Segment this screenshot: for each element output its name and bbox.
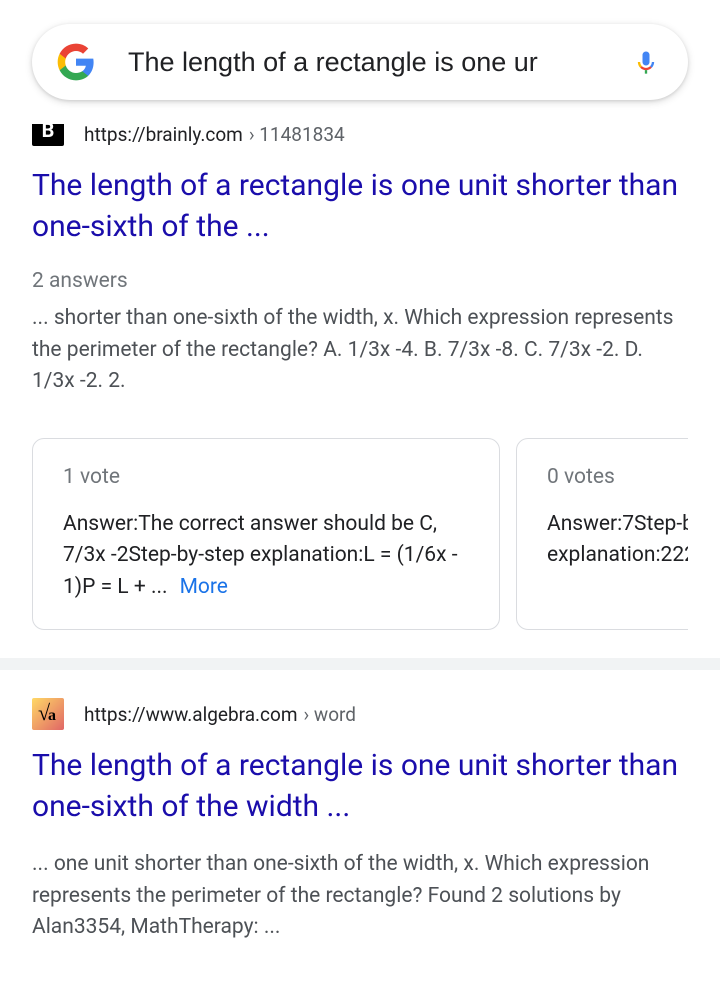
answer-body: Answer:The correct answer should be C, 7… xyxy=(63,512,458,599)
result-url[interactable]: https://www.algebra.com › word xyxy=(84,703,356,726)
answer-card[interactable]: 0 votes Answer:7Step-by explanation:2222 xyxy=(516,438,688,631)
result-title[interactable]: The length of a rectangle is one unit sh… xyxy=(32,746,688,827)
search-bar-container xyxy=(0,0,720,124)
url-path: › word xyxy=(304,703,357,726)
result-title[interactable]: The length of a rectangle is one unit sh… xyxy=(32,166,688,247)
search-bar[interactable] xyxy=(32,24,688,100)
result-snippet: ... one unit shorter than one-sixth of t… xyxy=(32,849,688,944)
vote-count: 0 votes xyxy=(547,465,688,489)
result-url[interactable]: https://brainly.com › 11481834 xyxy=(84,124,345,146)
result-divider xyxy=(0,658,720,670)
favicon-letter: B xyxy=(42,124,55,142)
answer-cards-row: 1 vote Answer:The correct answer should … xyxy=(32,438,688,631)
search-input[interactable] xyxy=(128,47,616,78)
answer-text: Answer:The correct answer should be C, 7… xyxy=(63,509,469,604)
answer-text: Answer:7Step-by explanation:2222 xyxy=(547,509,688,572)
answer-card[interactable]: 1 vote Answer:The correct answer should … xyxy=(32,438,500,631)
result-header: √a https://www.algebra.com › word xyxy=(32,698,688,730)
algebra-favicon-icon: √a xyxy=(32,698,64,730)
url-host: https://brainly.com xyxy=(84,124,243,146)
url-path: › 11481834 xyxy=(249,124,345,146)
answers-count-label: 2 answers xyxy=(32,269,688,293)
result-snippet: ... shorter than one-sixth of the width,… xyxy=(32,303,688,398)
favicon-letter: a xyxy=(48,707,56,725)
vote-count: 1 vote xyxy=(63,465,469,489)
result-header: B https://brainly.com › 11481834 xyxy=(32,124,688,150)
search-result: B https://brainly.com › 11481834 The len… xyxy=(0,124,720,658)
search-result: √a https://www.algebra.com › word The le… xyxy=(0,670,720,976)
more-link[interactable]: More xyxy=(180,575,228,599)
url-host: https://www.algebra.com xyxy=(84,703,298,726)
brainly-favicon-icon: B xyxy=(32,124,64,146)
voice-search-icon[interactable] xyxy=(632,48,660,76)
google-logo-icon xyxy=(56,42,96,82)
